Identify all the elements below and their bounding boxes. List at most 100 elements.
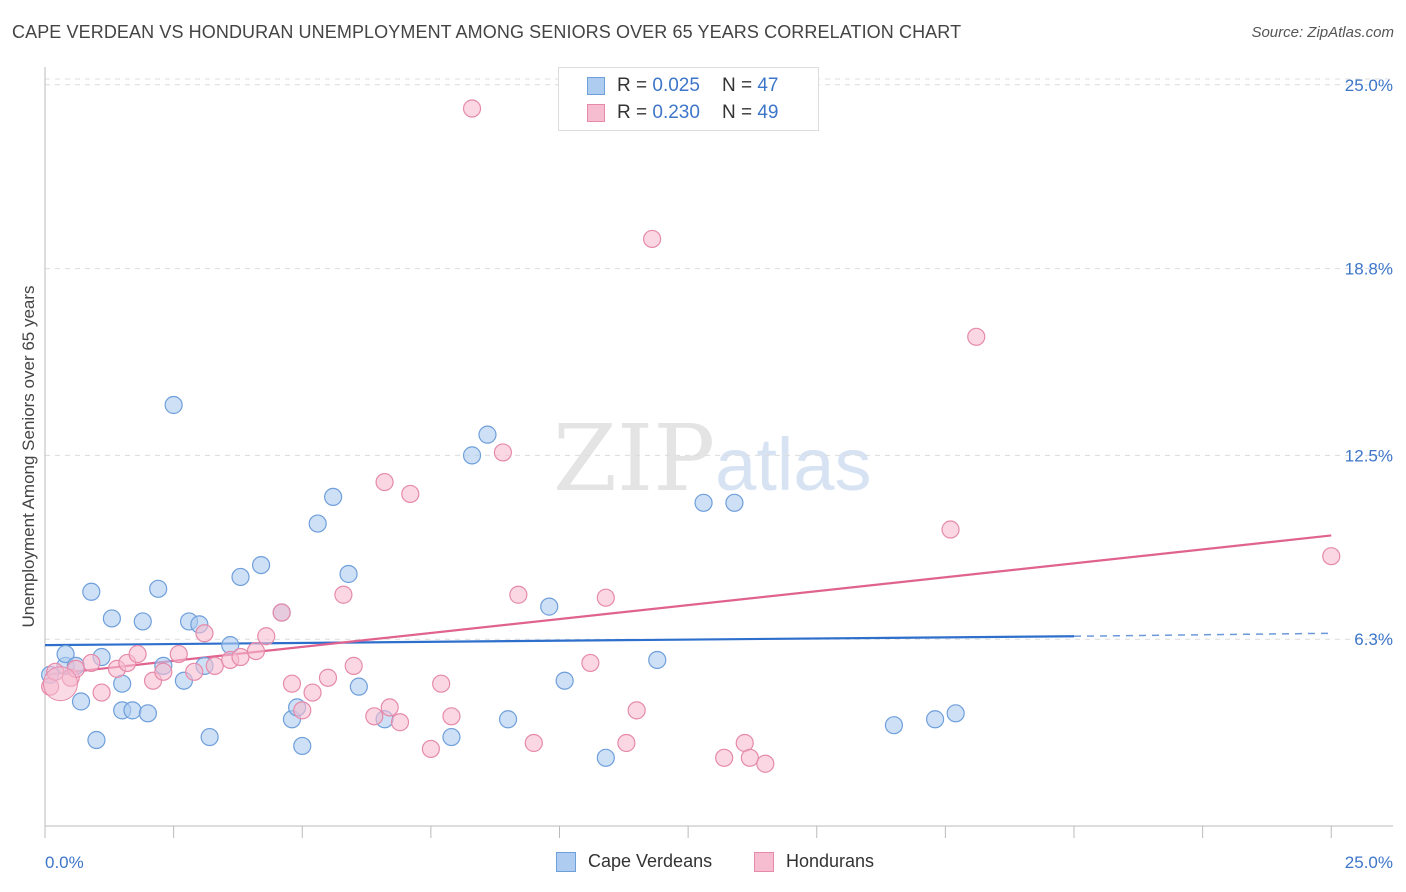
- legend-swatch-hond: [587, 104, 605, 122]
- hond-point: [432, 674, 451, 693]
- hond-point: [462, 99, 482, 118]
- hond-point: [128, 644, 147, 664]
- cape-point: [339, 564, 358, 584]
- axis-layer: [44, 67, 1393, 838]
- bottom-legend-label: Cape Verdeans: [588, 851, 713, 871]
- hond-point: [509, 585, 528, 604]
- source-label: Source: ZipAtlas.com: [1251, 24, 1394, 41]
- cape-point: [596, 748, 615, 767]
- cape-point: [123, 701, 142, 720]
- legend-n-label: N =: [721, 75, 753, 96]
- y-tick-label: 6.3%: [1354, 630, 1393, 649]
- hond-point: [596, 588, 615, 607]
- hond-point: [524, 733, 543, 753]
- cape-point: [462, 446, 482, 465]
- cape-point: [102, 609, 121, 628]
- cape-point: [694, 493, 713, 512]
- cape-point: [82, 582, 101, 601]
- watermark-zip: ZIP: [553, 405, 716, 512]
- grid-layer: [45, 78, 1393, 640]
- hond-point: [293, 701, 312, 720]
- hond-point: [941, 520, 960, 539]
- x-tick-label: 0.0%: [45, 853, 84, 872]
- hond-point: [380, 698, 399, 717]
- hond-point: [257, 627, 276, 646]
- cape-point: [478, 425, 497, 444]
- cape-point: [884, 716, 904, 735]
- cape-point: [56, 644, 75, 664]
- hond-point: [365, 707, 384, 726]
- hond-point: [1322, 547, 1341, 566]
- cape-point: [648, 650, 667, 670]
- y-tick-label: 12.5%: [1345, 446, 1393, 465]
- hond-point: [740, 748, 759, 767]
- cape-point: [164, 395, 183, 415]
- y-tick-label: 18.8%: [1345, 260, 1393, 279]
- watermark-atlas: atlas: [715, 423, 872, 506]
- y-axis-title: Unemployment Among Seniors over 65 years: [19, 285, 38, 627]
- bottom-legend-hond: Hondurans: [754, 851, 874, 872]
- cape-point: [555, 671, 574, 690]
- hond-point: [334, 585, 353, 604]
- hond-point-cluster: [42, 666, 78, 702]
- hond-point: [643, 229, 662, 249]
- hond-point: [617, 733, 636, 753]
- legend-row-cape: R = 0.025 N = 47: [587, 73, 778, 99]
- hond-point: [205, 656, 224, 675]
- hond-point: [401, 484, 420, 504]
- legend-r-label: R =: [617, 102, 648, 123]
- hond-point: [92, 683, 111, 702]
- hond-point: [318, 668, 338, 687]
- cape-point: [498, 710, 518, 729]
- cape-point: [324, 487, 343, 507]
- legend-row-hond: R = 0.230 N = 49: [587, 100, 778, 126]
- cape-point: [133, 612, 152, 631]
- cape-point: [138, 704, 158, 723]
- cape-point: [71, 692, 91, 711]
- hond-point: [169, 644, 188, 664]
- cape-point: [946, 704, 965, 723]
- hond-point: [375, 472, 394, 492]
- x-tick-label: 25.0%: [1345, 853, 1393, 872]
- bottom-swatch-hond: [754, 851, 774, 872]
- hond-point: [967, 327, 986, 346]
- chart-title: CAPE VERDEAN VS HONDURAN UNEMPLOYMENT AM…: [12, 22, 962, 42]
- cape-point: [540, 597, 559, 616]
- cape-point: [149, 579, 168, 598]
- hond-point: [756, 754, 775, 773]
- bottom-swatch-cape: [556, 851, 576, 872]
- bottom-legend-label: Hondurans: [786, 851, 875, 871]
- hond-point: [185, 662, 204, 681]
- cape-point: [231, 567, 250, 587]
- cape-point: [200, 727, 219, 747]
- hond-point: [154, 662, 173, 681]
- hond-point: [303, 683, 322, 702]
- hond-point: [442, 707, 461, 726]
- label-layer: 6.3% 12.5% 18.8% 25.0% 0.0% 25.0% Unemployment…: [19, 76, 1393, 872]
- legend-r-value: 0.025: [652, 75, 700, 96]
- cape-point: [251, 555, 271, 575]
- hond-point: [421, 739, 440, 759]
- cape-point: [293, 736, 312, 756]
- cape-point: [925, 710, 945, 729]
- hond-point: [344, 656, 363, 675]
- legend-n-value: 47: [757, 75, 779, 96]
- watermark: ZIPatlas: [553, 405, 871, 512]
- legend-box: R = 0.025 N = 47 R = 0.230 N = 49: [558, 67, 819, 131]
- bottom-legend-cape: Cape Verdeans: [556, 851, 712, 872]
- hond-point: [390, 713, 410, 732]
- hond-point: [282, 674, 302, 693]
- hond-point: [581, 653, 600, 673]
- point-layer: [41, 99, 1341, 773]
- legend-n-value: 49: [757, 102, 779, 123]
- hond-point: [627, 701, 646, 720]
- legend-r-label: R =: [617, 75, 648, 96]
- legend-n-label: N =: [721, 102, 753, 123]
- hond-point: [715, 748, 734, 767]
- cape-point: [725, 493, 744, 512]
- cape-point: [308, 514, 327, 533]
- cape-point: [349, 677, 368, 696]
- hond-point: [82, 653, 101, 673]
- hond-point: [195, 624, 214, 643]
- hond-point: [493, 443, 513, 462]
